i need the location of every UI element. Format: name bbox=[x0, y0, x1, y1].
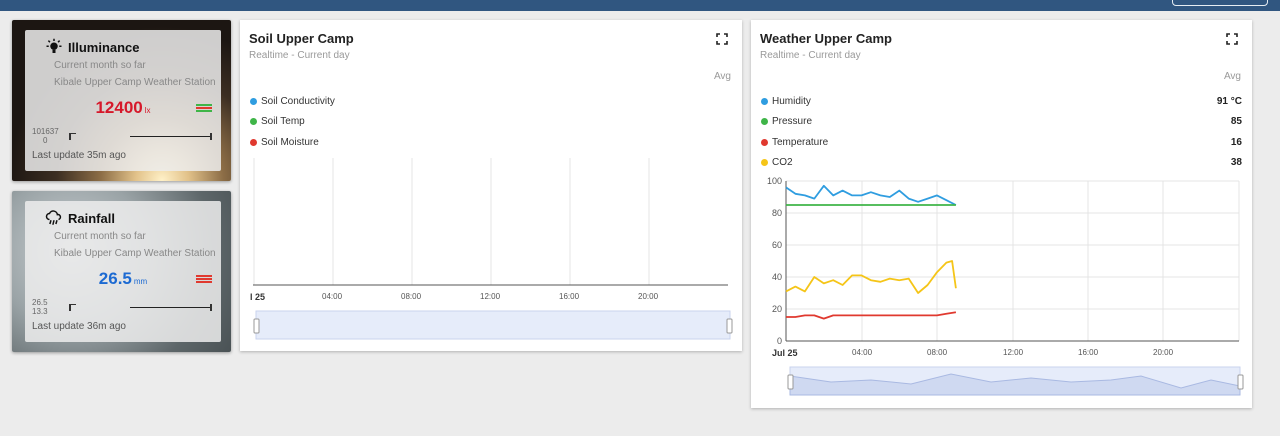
legend-item[interactable]: Soil Conductivity bbox=[250, 91, 732, 112]
series-line-humidity[interactable] bbox=[785, 184, 957, 206]
panel-title: Weather Upper Camp bbox=[760, 31, 892, 46]
soil-legend: Soil Conductivity Soil Temp Soil Moistur… bbox=[250, 91, 732, 153]
soil-chart-panel: Soil Upper Camp Realtime - Current day A… bbox=[240, 20, 742, 351]
illuminance-last-update: Last update 35m ago bbox=[32, 150, 126, 161]
rainfall-range-min: 13.3 bbox=[32, 307, 48, 316]
series-line-temperature[interactable] bbox=[786, 311, 957, 320]
trend-indicator-icon bbox=[196, 274, 212, 284]
top-navigation-bar bbox=[0, 0, 1280, 11]
illuminance-card-body: Illuminance Current month so far Kibale … bbox=[25, 30, 221, 171]
illuminance-value: 12400 lx bbox=[95, 98, 151, 117]
rainfall-period: Current month so far bbox=[54, 231, 146, 242]
lightbulb-icon bbox=[46, 38, 62, 53]
x-tick-label: Jul 25 bbox=[772, 348, 798, 358]
illuminance-range-max: 101637 bbox=[32, 127, 59, 136]
x-tick-label: 04:00 bbox=[852, 348, 873, 357]
avg-column-header: Avg bbox=[1223, 71, 1241, 82]
illuminance-title: Illuminance bbox=[68, 39, 140, 55]
slider-handle-left[interactable] bbox=[253, 318, 260, 334]
legend-item[interactable]: Soil Temp bbox=[250, 112, 732, 133]
weather-series bbox=[785, 184, 957, 320]
y-tick-label: 80 bbox=[772, 208, 782, 218]
illuminance-range-min: 0 bbox=[43, 136, 48, 145]
rainfall-value: 26.5 mm bbox=[98, 269, 148, 288]
weather-chart-panel: Weather Upper Camp Realtime - Current da… bbox=[751, 20, 1252, 408]
illuminance-title-row: Illuminance bbox=[45, 38, 140, 56]
soil-grid bbox=[253, 158, 650, 285]
fullscreen-icon[interactable] bbox=[716, 33, 728, 45]
rainfall-last-update: Last update 36m ago bbox=[32, 321, 126, 332]
x-tick-label: 16:00 bbox=[559, 292, 580, 301]
y-tick-label: 40 bbox=[772, 272, 782, 282]
rainfall-title: Rainfall bbox=[68, 210, 115, 226]
x-tick-label: 08:00 bbox=[401, 292, 422, 301]
y-tick-label: 100 bbox=[767, 176, 782, 186]
weather-grid bbox=[786, 180, 1240, 341]
x-tick-label: 16:00 bbox=[1078, 348, 1099, 357]
legend-item[interactable]: Humidity 91 °C bbox=[761, 91, 1242, 112]
legend-item[interactable]: Temperature 16 bbox=[761, 132, 1242, 153]
rainfall-title-row: Rainfall bbox=[45, 209, 115, 227]
x-tick-label: 04:00 bbox=[322, 292, 343, 301]
x-tick-label: 20:00 bbox=[1153, 348, 1174, 357]
slider-handle-right[interactable] bbox=[1237, 374, 1244, 390]
time-range-slider[interactable] bbox=[255, 310, 731, 340]
slider-preview bbox=[789, 373, 1241, 396]
trend-indicator-icon bbox=[196, 103, 212, 113]
y-tick-label: 20 bbox=[772, 304, 782, 314]
rainfall-card-body: Rainfall Current month so far Kibale Upp… bbox=[25, 201, 221, 342]
rain-cloud-icon bbox=[45, 210, 62, 225]
panel-subtitle: Realtime - Current day bbox=[760, 50, 861, 61]
x-tick-label: 12:00 bbox=[1003, 348, 1024, 357]
legend-item[interactable]: Pressure 85 bbox=[761, 112, 1242, 133]
panel-title: Soil Upper Camp bbox=[249, 31, 354, 46]
illuminance-period: Current month so far bbox=[54, 60, 146, 71]
illuminance-range-bar bbox=[69, 133, 212, 140]
x-tick-label: l 25 bbox=[250, 292, 265, 302]
rainfall-range-max: 26.5 bbox=[32, 298, 48, 307]
soil-chart: l 25 04:00 08:00 12:00 16:00 20:00 bbox=[250, 158, 733, 340]
rainfall-station: Kibale Upper Camp Weather Station bbox=[54, 248, 216, 259]
weather-chart: 100 80 60 40 20 0 Jul 25 04:00 08:00 12:… bbox=[767, 176, 1244, 396]
slider-handle-right[interactable] bbox=[726, 318, 733, 334]
illuminance-card[interactable]: Illuminance Current month so far Kibale … bbox=[12, 20, 231, 181]
legend-item[interactable]: Soil Moisture bbox=[250, 132, 732, 153]
slider-handle-left[interactable] bbox=[787, 374, 794, 390]
y-tick-label: 60 bbox=[772, 240, 782, 250]
y-tick-label: 0 bbox=[777, 336, 782, 346]
illuminance-station: Kibale Upper Camp Weather Station bbox=[54, 77, 216, 88]
rainfall-range-bar bbox=[69, 304, 212, 311]
topbar-button[interactable] bbox=[1172, 0, 1268, 6]
rainfall-card[interactable]: Rainfall Current month so far Kibale Upp… bbox=[12, 191, 231, 352]
series-line-co2[interactable] bbox=[785, 260, 957, 294]
fullscreen-icon[interactable] bbox=[1226, 33, 1238, 45]
panel-subtitle: Realtime - Current day bbox=[249, 50, 350, 61]
x-tick-label: 12:00 bbox=[480, 292, 501, 301]
legend-item[interactable]: CO2 38 bbox=[761, 153, 1242, 174]
weather-legend: Humidity 91 °C Pressure 85 Temperature 16 C… bbox=[761, 91, 1242, 173]
x-tick-label: 08:00 bbox=[927, 348, 948, 357]
avg-column-header: Avg bbox=[713, 71, 731, 82]
x-tick-label: 20:00 bbox=[638, 292, 659, 301]
